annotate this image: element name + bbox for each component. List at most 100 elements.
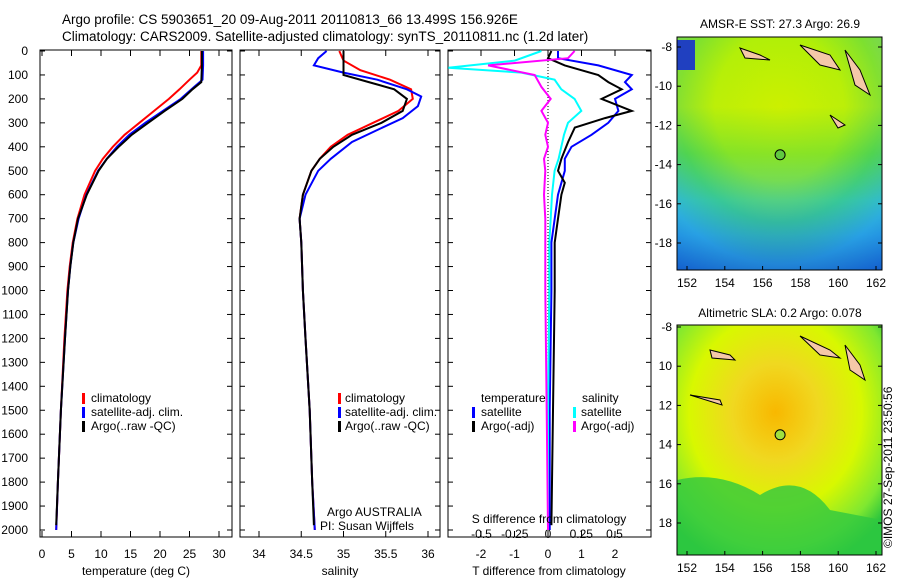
imos-credit: ©IMOS 27-Sep-2011 23:50:56	[881, 386, 895, 548]
depth-tick-label: 900	[8, 260, 28, 274]
x-tick-label: 34.5	[290, 547, 314, 561]
legend-swatch-t-argo	[472, 421, 475, 432]
sla-map-frame	[676, 324, 883, 556]
differences-s-argo-adj--line	[487, 50, 576, 531]
depth-tick-label: 300	[8, 116, 28, 130]
sla-map-title: Altimetric SLA: 0.2 Argo: 0.078	[698, 306, 862, 320]
lat-tick-label: -8	[661, 40, 672, 54]
lon-tick-label: 160	[828, 561, 848, 575]
depth-tick-label: 1000	[1, 284, 28, 298]
salinity-legend: climatology satellite-adj. clim. Argo(..…	[338, 391, 437, 433]
differences-s-satellite-line	[448, 50, 583, 530]
island-outlines	[739, 44, 872, 129]
lat-tick-label: 18	[659, 516, 673, 530]
depth-tick-label: 700	[8, 212, 28, 226]
legend-swatch-argo	[82, 421, 85, 432]
depth-tick-label: 1100	[2, 307, 28, 321]
legend-t-satellite: satellite	[481, 405, 522, 419]
annotation-pi: PI: Susan Wijffels	[320, 519, 414, 533]
legend-swatch-s-argo	[573, 421, 576, 432]
depth-tick-label: 1900	[1, 499, 28, 513]
depth-tick-label: 200	[8, 92, 28, 106]
legend-salinity-header: salinity	[582, 391, 619, 405]
depth-tick-label: 600	[8, 188, 28, 202]
x-tick-label: 34	[252, 547, 266, 561]
lon-tick-label: 154	[715, 276, 735, 290]
temperature-legend: climatology satellite-adj. clim. Argo(..…	[82, 391, 183, 433]
legend-argo: Argo(..raw -QC)	[345, 419, 430, 433]
lon-tick-label: 152	[677, 276, 697, 290]
x-tick-label: 35.5	[374, 547, 398, 561]
lon-tick-label: 160	[828, 276, 848, 290]
temperature-xlabel: temperature (deg C)	[82, 564, 190, 578]
legend-argo: Argo(..raw -QC)	[91, 419, 176, 433]
legend-swatch-climatology	[82, 393, 85, 404]
s-diff-tick-label: 0.25	[570, 527, 594, 541]
lon-tick-label: 158	[790, 276, 810, 290]
temperature-panel-frame	[39, 49, 233, 538]
lat-tick-label: -14	[655, 158, 673, 172]
depth-tick-label: 1700	[1, 451, 28, 465]
salinity-climatology-line	[298, 50, 414, 531]
depth-tick-label: 1200	[1, 331, 28, 345]
annotation-program: Argo AUSTRALIA	[327, 505, 422, 519]
depth-tick-label: 400	[8, 140, 28, 154]
legend-climatology: climatology	[91, 391, 151, 405]
legend-swatch-satellite	[82, 407, 85, 418]
depth-tick-label: 500	[8, 164, 28, 178]
depth-tick-label: 1400	[1, 379, 28, 393]
legend-swatch-satellite	[338, 407, 341, 418]
x-tick-label: 25	[183, 547, 197, 561]
temperature-climatology-line	[55, 51, 203, 531]
sst-map-title: AMSR-E SST: 27.3 Argo: 26.9	[700, 17, 860, 31]
differences-t-satellite-line	[548, 51, 634, 530]
depth-tick-label: 1300	[1, 355, 28, 369]
x-tick-label: 2	[612, 547, 619, 561]
legend-swatch-s-satellite	[573, 407, 576, 418]
lon-tick-label: 156	[753, 276, 773, 290]
legend-swatch-argo	[338, 421, 341, 432]
t-diff-xlabel: T difference from climatology	[472, 564, 626, 578]
salinity-satellite-adj-clim--line	[298, 50, 423, 531]
lat-tick-label: -12	[655, 118, 673, 132]
lat-tick-label: -18	[655, 236, 673, 250]
argo-location-marker	[774, 149, 786, 161]
title-line-2: Climatology: CARS2009. Satellite-adjuste…	[62, 29, 588, 44]
lat-tick-label: 12	[659, 398, 673, 412]
x-tick-label: 5	[68, 547, 75, 561]
legend-s-satellite: satellite	[581, 405, 622, 419]
legend-swatch-climatology	[338, 393, 341, 404]
x-tick-label: 0	[545, 547, 552, 561]
legend-swatch-t-satellite	[472, 407, 475, 418]
lon-tick-label: 162	[866, 561, 886, 575]
x-tick-label: 0	[39, 547, 46, 561]
salinity-argo-raw-qc--line	[298, 51, 409, 526]
sla-low-region	[677, 477, 882, 555]
legend-satellite: satellite-adj. clim.	[345, 405, 437, 419]
x-tick-label: -2	[476, 547, 487, 561]
difference-legend: temperature salinity satellite Argo(-adj…	[472, 391, 634, 433]
lon-tick-label: 152	[677, 561, 697, 575]
lat-tick-label: -10	[655, 79, 673, 93]
x-tick-label: 35	[337, 547, 351, 561]
lon-tick-label: 154	[715, 561, 735, 575]
x-tick-label: -1	[509, 547, 520, 561]
lat-tick-label: 14	[659, 438, 673, 452]
difference-panel-frame	[447, 49, 652, 538]
depth-tick-label: 0	[21, 44, 28, 58]
lat-tick-label: 16	[659, 477, 673, 491]
x-tick-label: 10	[94, 547, 108, 561]
depth-tick-label: 2000	[1, 523, 28, 537]
temperature-argo-raw-qc--line	[55, 51, 203, 526]
s-diff-tick-label: 0.5	[606, 527, 623, 541]
x-tick-label: 1	[578, 547, 585, 561]
legend-s-argo: Argo(-adj)	[581, 419, 634, 433]
depth-tick-label: 1800	[1, 475, 28, 489]
differences-t-argo-adj--line	[546, 50, 635, 526]
legend-climatology: climatology	[345, 391, 405, 405]
s-diff-tick-label: -0.5	[471, 527, 492, 541]
legend-satellite: satellite-adj. clim.	[91, 405, 183, 419]
lat-tick-label: -16	[655, 197, 673, 211]
lat-tick-label: -8	[661, 320, 672, 334]
